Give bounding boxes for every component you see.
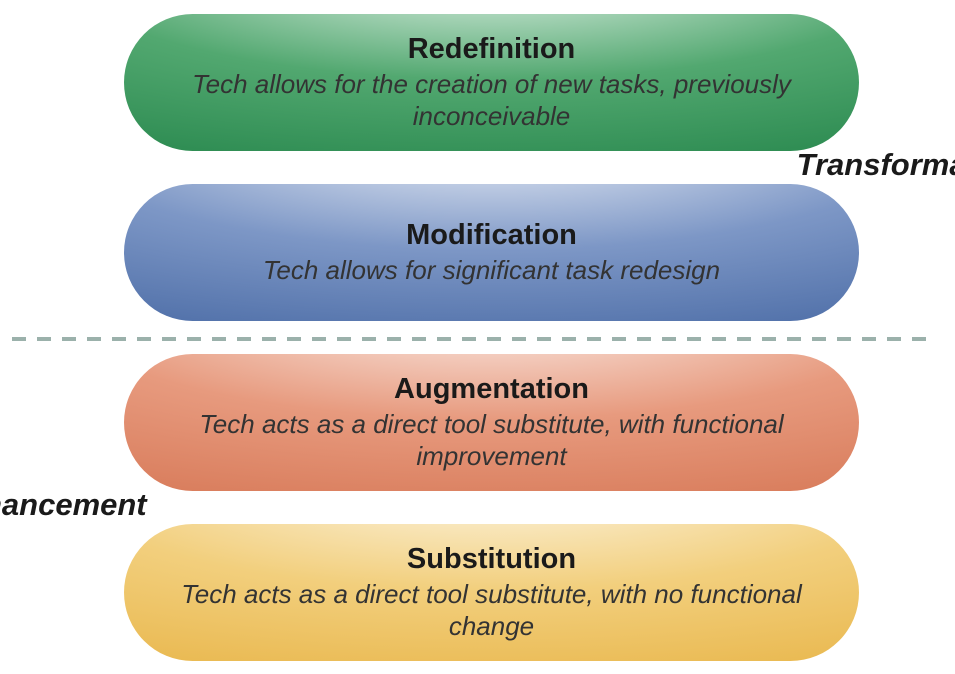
samr-diagram: Redefinition Tech allows for the creatio… — [0, 0, 955, 674]
level-desc: Tech allows for significant task redesig… — [263, 254, 720, 287]
section-divider — [12, 337, 932, 341]
level-desc: Tech acts as a direct tool substitute, w… — [152, 408, 831, 473]
level-augmentation: Augmentation Tech acts as a direct tool … — [124, 354, 859, 491]
level-title: Modification — [406, 219, 577, 252]
level-title: Substitution — [407, 543, 576, 576]
group-label-enhancement: Enhancement — [0, 487, 147, 523]
level-title: Augmentation — [394, 373, 589, 406]
level-modification: Modification Tech allows for significant… — [124, 184, 859, 321]
level-redefinition: Redefinition Tech allows for the creatio… — [124, 14, 859, 151]
group-label-transformation: Transformation — [797, 147, 955, 183]
level-desc: Tech acts as a direct tool substitute, w… — [152, 578, 831, 643]
level-title: Redefinition — [408, 33, 576, 66]
level-desc: Tech allows for the creation of new task… — [152, 68, 831, 133]
level-substitution: Substitution Tech acts as a direct tool … — [124, 524, 859, 661]
